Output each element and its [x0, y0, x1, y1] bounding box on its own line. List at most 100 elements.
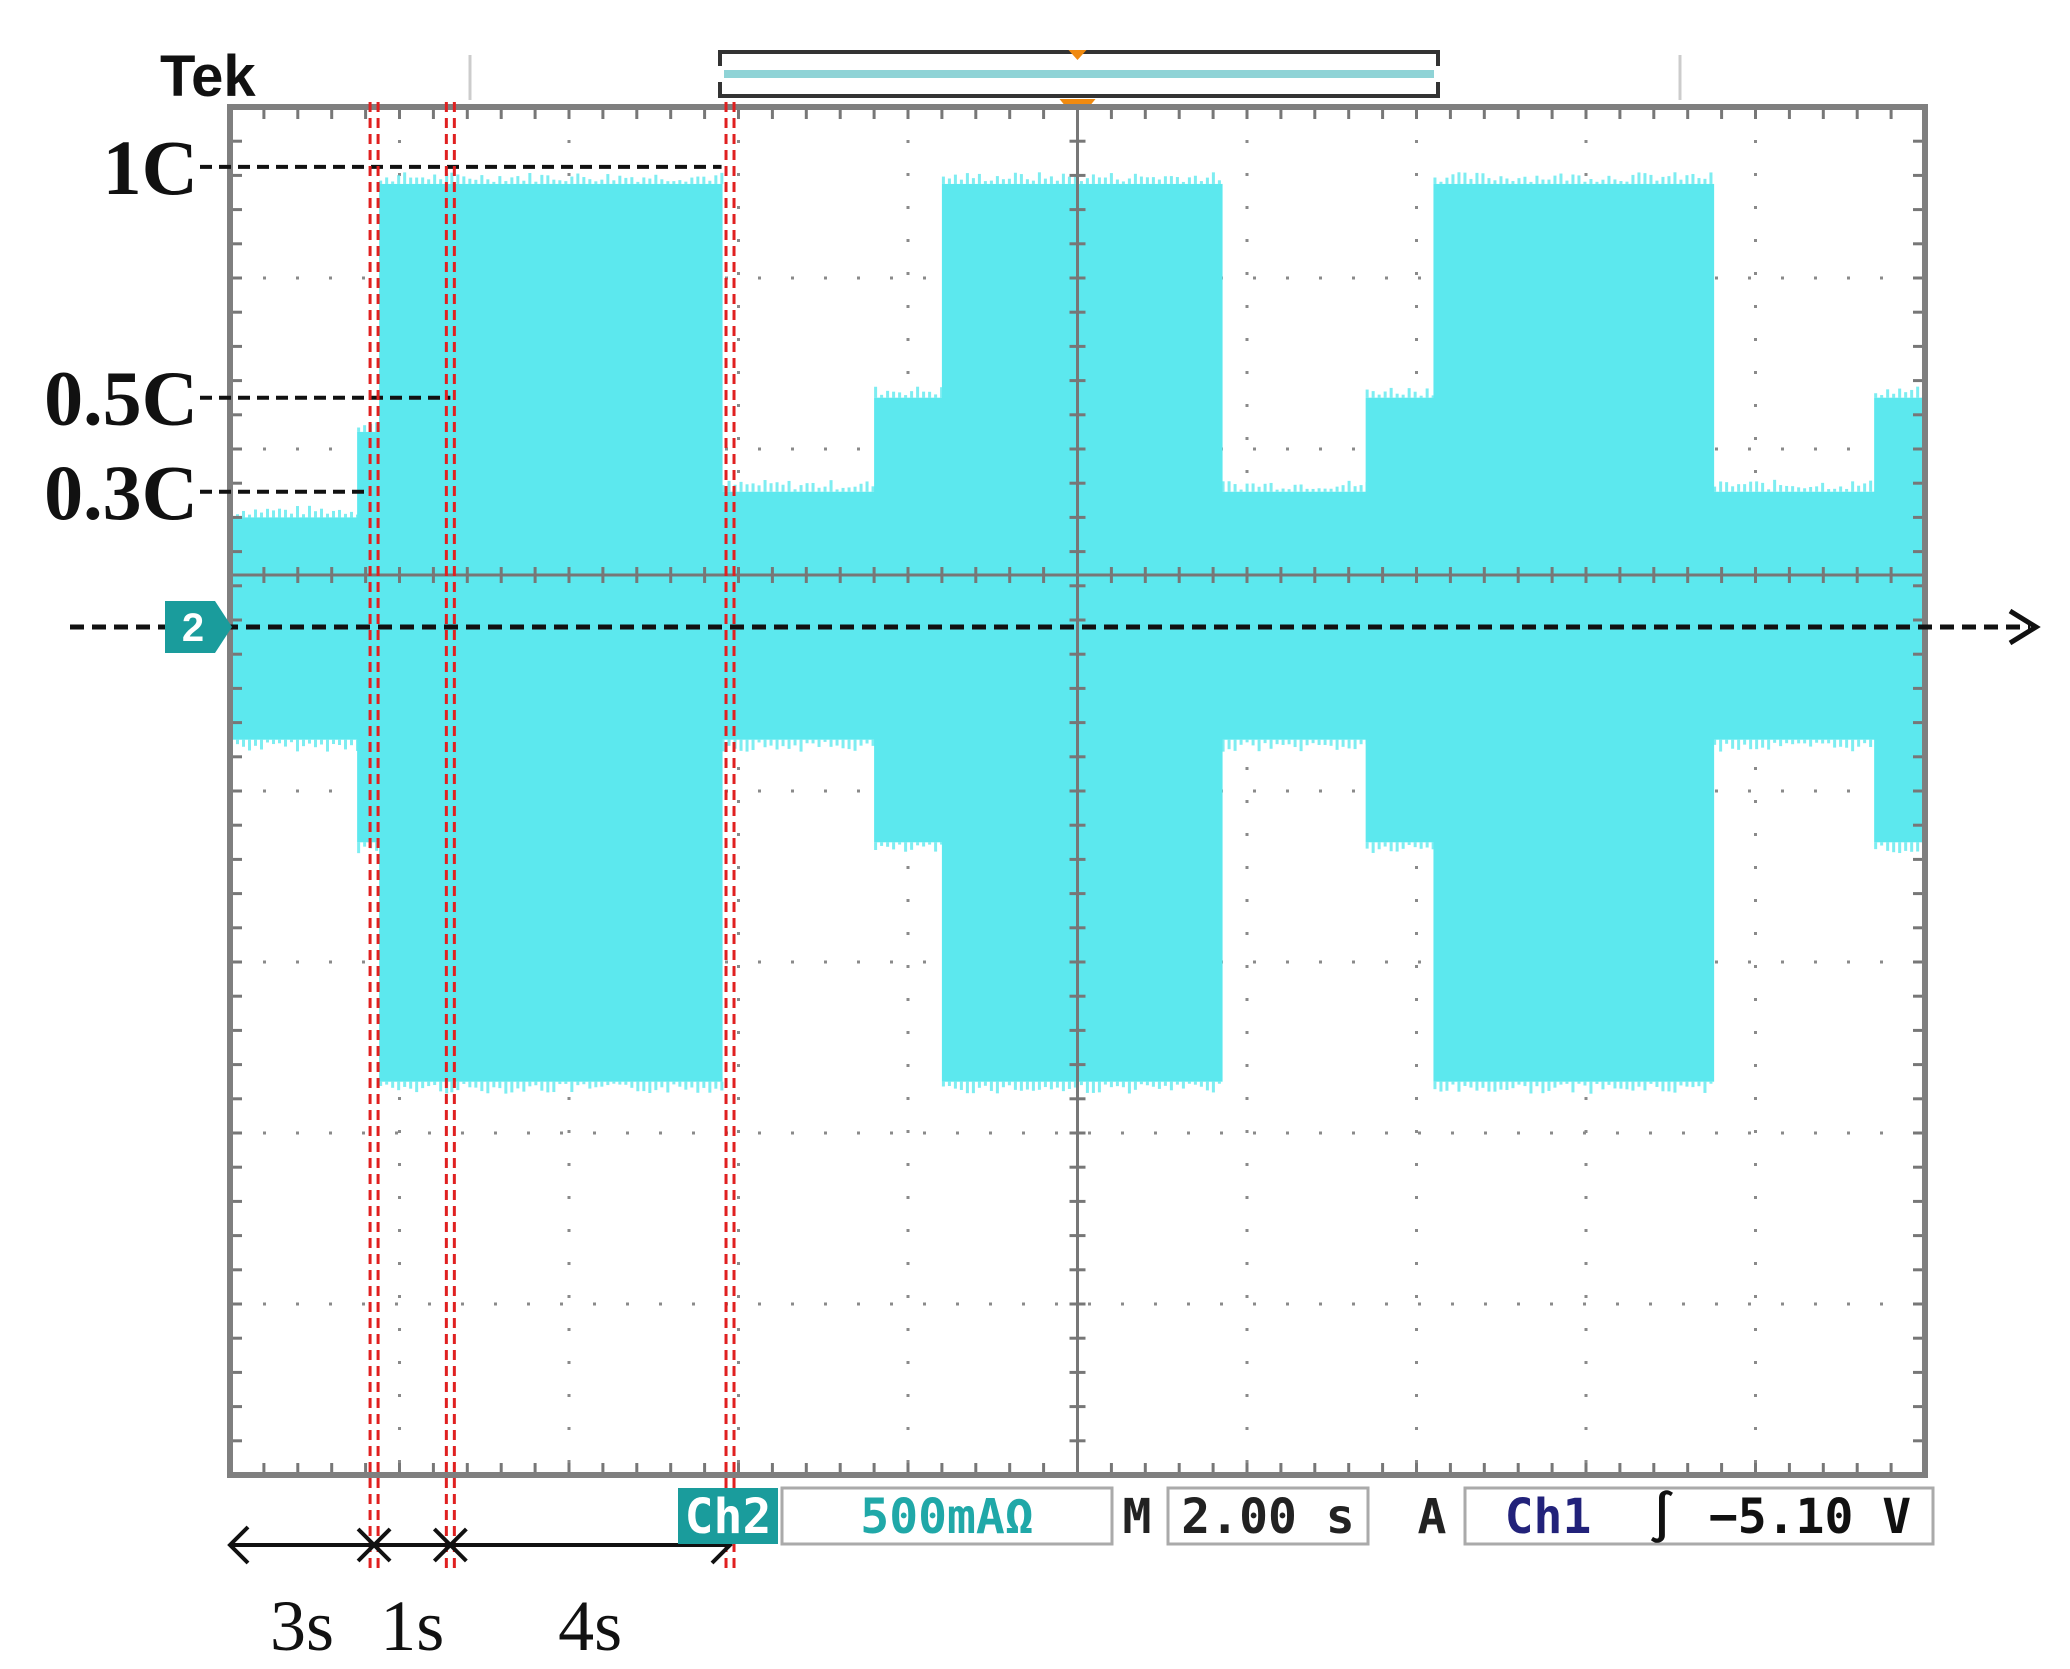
trace-noise	[995, 1081, 999, 1094]
trace-noise	[350, 739, 353, 746]
trace-noise	[1127, 178, 1131, 184]
trace-noise	[450, 172, 454, 184]
trace-noise	[787, 480, 791, 492]
trace-noise	[1055, 180, 1059, 184]
trace-noise	[1281, 739, 1285, 745]
trace-noise	[1305, 739, 1309, 746]
trace-noise	[540, 1081, 544, 1091]
trace-noise	[510, 177, 514, 184]
trace-noise	[1073, 175, 1077, 184]
trace-noise	[696, 1081, 700, 1093]
trace-noise	[1719, 481, 1723, 492]
trace-noise	[1547, 1081, 1551, 1091]
trace-noise	[296, 506, 299, 518]
trace-noise	[1389, 387, 1393, 398]
record-window-bracket	[718, 50, 1440, 98]
trace-noise	[959, 1081, 963, 1090]
trace-noise	[1874, 842, 1878, 850]
trace-noise	[1433, 177, 1437, 184]
trace-noise	[721, 485, 725, 492]
trace-noise	[1731, 486, 1735, 492]
trace-noise	[678, 1081, 682, 1087]
trace-noise	[1175, 1081, 1179, 1085]
trace-segment	[450, 183, 723, 1082]
scale-box	[780, 1486, 1114, 1546]
trace-noise	[588, 179, 592, 184]
trace-noise	[492, 1081, 496, 1088]
level-label: 0.5C	[44, 355, 198, 442]
trace-noise	[504, 181, 508, 184]
trace-noise	[1025, 1081, 1029, 1090]
trace-noise	[1299, 484, 1303, 492]
trace-noise	[1293, 484, 1297, 492]
trace-noise	[403, 1081, 407, 1087]
trace-noise	[510, 1081, 514, 1093]
trace-noise	[1839, 739, 1843, 747]
trace-noise	[427, 179, 431, 184]
trace-noise	[1151, 177, 1155, 184]
trace-noise	[1287, 489, 1291, 492]
trace-noise	[1613, 1081, 1617, 1089]
trace-noise	[421, 1081, 425, 1089]
trace-noise	[1451, 1081, 1455, 1085]
trace-noise	[1181, 1081, 1185, 1089]
trace-noise	[570, 1081, 574, 1093]
trace-noise	[1535, 1081, 1539, 1087]
trace-noise	[1737, 484, 1741, 492]
duration-label: 4s	[558, 1586, 622, 1666]
trace-noise	[1097, 177, 1101, 184]
trace-noise	[965, 1081, 969, 1094]
trace-noise	[757, 739, 761, 743]
trace-noise	[1097, 1081, 1101, 1093]
trace-noise	[1463, 1081, 1467, 1086]
trace-noise	[642, 177, 646, 184]
trace-noise	[1031, 180, 1035, 184]
trace-noise	[1251, 483, 1255, 492]
trace-noise	[1067, 176, 1071, 184]
trace-noise	[763, 739, 767, 748]
trace-noise	[898, 842, 902, 845]
trace-noise	[1401, 842, 1405, 849]
trace-noise	[1341, 485, 1345, 492]
trace-noise	[1595, 181, 1599, 184]
trace-noise	[480, 1081, 484, 1092]
trace-noise	[492, 181, 496, 184]
trace-noise	[811, 482, 815, 492]
vertical-scale-readout: 500mAΩ	[860, 1489, 1033, 1545]
trace-noise	[403, 172, 407, 184]
trace-noise	[1049, 176, 1053, 184]
trace-noise	[1133, 173, 1137, 184]
duration-label: 3s	[270, 1586, 334, 1666]
trace-noise	[1619, 181, 1623, 184]
trace-noise	[332, 510, 335, 518]
trace-noise	[1553, 175, 1557, 184]
trace-noise	[248, 739, 251, 751]
trace-noise	[781, 484, 785, 492]
trace-noise	[522, 180, 526, 184]
trace-noise	[1115, 1081, 1119, 1087]
trace-noise	[415, 177, 419, 184]
trace-noise	[940, 842, 944, 845]
trace-noise	[1691, 173, 1695, 184]
trace-noise	[678, 180, 682, 184]
trace-noise	[314, 511, 317, 518]
trace-noise	[254, 739, 257, 746]
trace-noise	[1583, 1081, 1587, 1086]
trace-noise	[1523, 176, 1527, 184]
trace-noise	[977, 1081, 981, 1088]
trace-noise	[1517, 178, 1521, 184]
trace-noise	[1655, 1081, 1659, 1087]
trace-noise	[1511, 1081, 1515, 1089]
trace-noise	[1541, 179, 1545, 184]
trace-noise	[1767, 739, 1771, 750]
trace-noise	[1601, 179, 1605, 184]
trace-noise	[829, 739, 833, 747]
trace-noise	[516, 176, 520, 184]
trace-noise	[1637, 172, 1641, 184]
trace-noise	[1869, 480, 1873, 492]
trace-noise	[439, 179, 443, 184]
trace-noise	[564, 181, 568, 184]
trace-noise	[284, 509, 287, 518]
trace-noise	[1037, 172, 1041, 184]
trace-noise	[320, 739, 323, 745]
